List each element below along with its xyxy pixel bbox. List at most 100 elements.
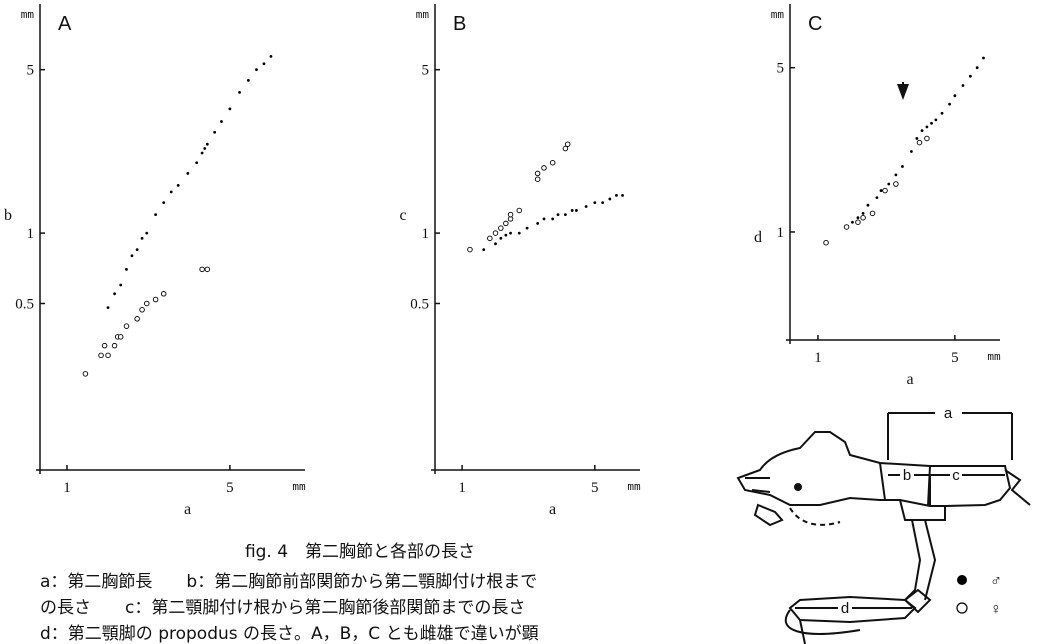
x-unit: mm bbox=[292, 480, 306, 493]
y-tick-label: 1 bbox=[27, 226, 35, 242]
y-unit: mm bbox=[771, 8, 785, 21]
x-tick-label: 1 bbox=[814, 350, 822, 366]
x-tick-label: 5 bbox=[226, 480, 234, 496]
arrow bbox=[897, 82, 909, 100]
y-tick-label: 5 bbox=[422, 63, 430, 79]
point bbox=[962, 84, 965, 87]
point bbox=[917, 140, 922, 145]
point bbox=[99, 353, 104, 358]
point bbox=[880, 189, 883, 192]
point bbox=[564, 213, 567, 216]
point bbox=[851, 221, 854, 224]
point bbox=[263, 62, 266, 65]
point bbox=[119, 284, 122, 287]
point bbox=[563, 146, 568, 151]
point bbox=[565, 142, 570, 147]
point bbox=[526, 227, 529, 230]
panel-label: B bbox=[453, 13, 466, 35]
point bbox=[504, 234, 507, 237]
x-axis-label: a bbox=[906, 371, 913, 388]
point bbox=[593, 201, 596, 204]
point bbox=[125, 268, 128, 271]
point bbox=[571, 209, 574, 212]
point bbox=[508, 212, 513, 217]
point bbox=[824, 240, 829, 245]
point bbox=[575, 209, 578, 212]
point bbox=[910, 150, 913, 153]
legend-marker bbox=[957, 603, 967, 613]
point bbox=[941, 112, 944, 115]
point bbox=[220, 120, 223, 123]
point bbox=[177, 184, 180, 187]
diagram-label: b bbox=[903, 467, 911, 484]
point bbox=[518, 232, 521, 235]
point bbox=[621, 194, 624, 197]
point bbox=[857, 216, 860, 219]
diagram-label: a bbox=[944, 405, 953, 422]
point bbox=[883, 188, 888, 193]
point bbox=[509, 232, 512, 235]
point bbox=[542, 166, 547, 171]
point bbox=[141, 237, 144, 240]
point bbox=[170, 191, 173, 194]
point bbox=[145, 232, 148, 235]
y-tick-label: 5 bbox=[777, 61, 785, 77]
point bbox=[601, 201, 604, 204]
x-axis-label: a bbox=[549, 501, 556, 518]
point bbox=[140, 307, 145, 312]
x-axis-label: a bbox=[184, 501, 191, 518]
point bbox=[894, 173, 897, 176]
point bbox=[499, 237, 502, 240]
point bbox=[976, 66, 979, 69]
point bbox=[255, 68, 258, 71]
point bbox=[113, 292, 116, 295]
y-tick-label: 1 bbox=[422, 226, 430, 242]
point bbox=[494, 242, 497, 245]
point bbox=[948, 103, 951, 106]
y-tick-label: 0.5 bbox=[15, 296, 34, 312]
point bbox=[862, 212, 865, 215]
y-axis-label: b bbox=[4, 207, 12, 224]
point bbox=[228, 107, 231, 110]
caption-line: の長さ c：第二顎脚付け根から第二胸節後部関節までの長さ bbox=[40, 598, 525, 618]
point bbox=[550, 160, 555, 165]
point bbox=[83, 372, 88, 377]
x-unit: mm bbox=[627, 480, 641, 493]
point bbox=[499, 226, 504, 231]
point bbox=[102, 343, 107, 348]
point bbox=[144, 301, 149, 306]
caption-line: d：第二顎脚の propodus の長さ。A，B，C とも雌雄で違いが顕 bbox=[40, 624, 539, 644]
point bbox=[870, 211, 875, 216]
point bbox=[493, 231, 498, 236]
point bbox=[930, 122, 933, 125]
point bbox=[203, 147, 206, 150]
point bbox=[195, 161, 198, 164]
point bbox=[124, 324, 129, 329]
legend-label: ♀ bbox=[990, 601, 1002, 618]
point bbox=[934, 118, 937, 121]
y-tick-label: 0.5 bbox=[410, 296, 429, 312]
point bbox=[915, 137, 918, 140]
point bbox=[953, 94, 956, 97]
point bbox=[901, 165, 904, 168]
point bbox=[213, 131, 216, 134]
caption-line: a：第二胸節長 b：第二胸節前部関節から第二顎脚付け根まで bbox=[40, 572, 537, 592]
point bbox=[557, 213, 560, 216]
point bbox=[504, 221, 509, 226]
point bbox=[844, 225, 849, 230]
y-unit: mm bbox=[21, 8, 35, 21]
point bbox=[468, 247, 473, 252]
point bbox=[488, 236, 493, 241]
figure: a b c d fig. 4 第二胸節と各部の長さ a：第二胸節長 b：第二胸節… bbox=[0, 0, 1038, 644]
point bbox=[135, 317, 140, 322]
point bbox=[615, 194, 618, 197]
x-tick-label: 5 bbox=[951, 350, 959, 366]
x-unit: mm bbox=[987, 350, 1001, 363]
point bbox=[200, 267, 205, 272]
point bbox=[926, 125, 929, 128]
point bbox=[205, 267, 210, 272]
point bbox=[118, 335, 123, 340]
caption-title: fig. 4 第二胸節と各部の長さ bbox=[245, 542, 475, 562]
x-tick-label: 1 bbox=[458, 480, 466, 496]
y-tick-label: 5 bbox=[27, 63, 35, 79]
